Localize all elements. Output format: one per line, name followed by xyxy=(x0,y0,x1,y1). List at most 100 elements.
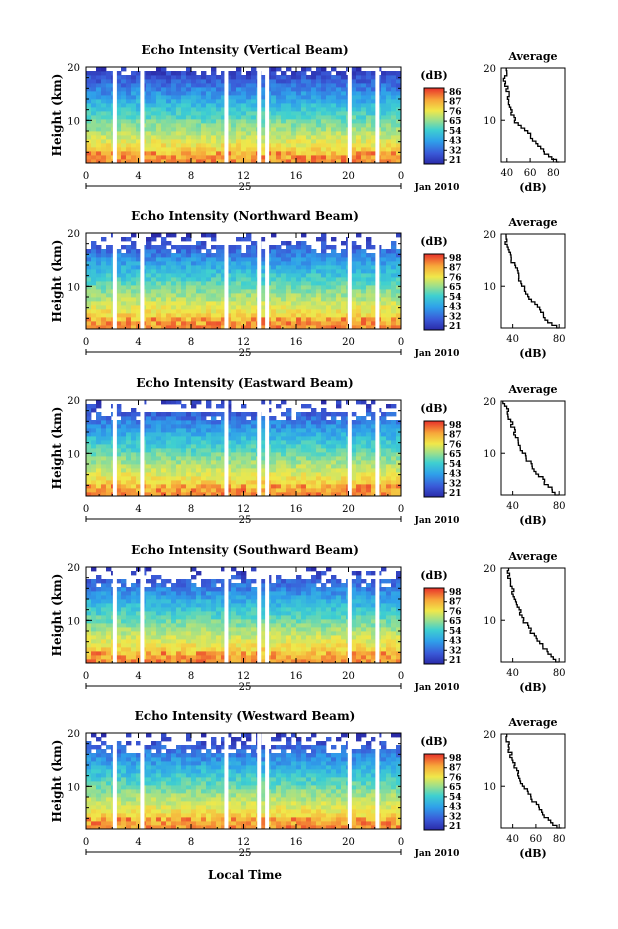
heatmap-cell xyxy=(176,476,182,481)
heatmap-cell xyxy=(131,492,137,497)
heatmap-cell xyxy=(176,484,182,489)
heatmap-cell xyxy=(156,456,162,461)
heatmap-cell xyxy=(341,325,347,330)
heatmap-cell xyxy=(246,99,252,104)
heatmap-cell xyxy=(271,79,277,84)
heatmap-cell xyxy=(351,123,357,128)
heatmap-cell xyxy=(316,277,322,282)
heatmap-cell xyxy=(151,293,157,298)
heatmap-cell xyxy=(371,488,377,493)
heatmap-cell xyxy=(371,456,377,461)
heatmap-cell xyxy=(326,83,332,88)
heatmap-cell xyxy=(276,119,282,124)
heatmap-cell xyxy=(391,492,397,497)
heatmap-cell xyxy=(181,87,187,92)
heatmap-cell xyxy=(366,261,372,266)
heatmap-cell xyxy=(216,476,222,481)
heatmap-cell xyxy=(386,139,392,144)
heatmap-cell xyxy=(161,103,167,108)
heatmap-cell xyxy=(86,317,92,322)
heatmap-cell xyxy=(366,484,372,489)
heatmap-cell xyxy=(216,492,222,497)
heatmap-cell xyxy=(371,492,377,497)
heatmap-cell xyxy=(361,107,367,112)
heatmap-cell xyxy=(146,317,152,322)
heatmap-cell xyxy=(321,321,327,326)
heatmap-cell xyxy=(291,127,297,132)
heatmap-cell xyxy=(221,412,227,417)
heatmap-cell xyxy=(331,237,337,242)
heatmap-cell xyxy=(391,488,397,493)
heatmap-cell xyxy=(136,269,142,274)
heatmap-cell xyxy=(171,95,177,100)
heatmap-cell xyxy=(196,655,202,660)
heatmap-cell xyxy=(226,143,232,148)
heatmap-cell xyxy=(191,317,197,322)
heatmap-cell xyxy=(166,103,172,108)
heatmap-cell xyxy=(101,452,107,457)
heatmap-cell xyxy=(276,480,282,485)
heatmap-cell xyxy=(326,420,332,425)
heatmap-cell xyxy=(121,127,127,132)
heatmap-cell xyxy=(196,155,202,160)
heatmap-cell xyxy=(121,631,127,636)
heatmap-cell xyxy=(91,567,97,572)
heatmap-cell xyxy=(166,436,172,441)
heatmap-cell xyxy=(361,313,367,318)
heatmap-cell xyxy=(156,424,162,429)
heatmap-cell xyxy=(91,488,97,493)
heatmap-cell xyxy=(216,155,222,160)
heatmap-cell xyxy=(121,75,127,80)
heatmap-cell xyxy=(91,123,97,128)
heatmap-cell xyxy=(121,245,127,250)
heatmap-cell xyxy=(286,456,292,461)
heatmap-cell xyxy=(191,460,197,465)
heatmap-cell xyxy=(131,301,137,306)
heatmap-cell xyxy=(196,249,202,254)
heatmap-cell xyxy=(131,119,137,124)
heatmap-cell xyxy=(176,468,182,473)
heatmap-cell xyxy=(101,631,107,636)
heatmap-cell xyxy=(321,151,327,156)
heatmap-cell xyxy=(246,257,252,262)
heatmap-cell xyxy=(91,139,97,144)
heatmap-cell xyxy=(136,619,142,624)
heatmap-cell xyxy=(306,412,312,417)
heatmap-cell xyxy=(156,436,162,441)
heatmap-cell xyxy=(301,115,307,120)
heatmap-cell xyxy=(226,151,232,156)
heatmap-cell xyxy=(146,416,152,421)
heatmap-cell xyxy=(86,464,92,469)
heatmap-cell xyxy=(161,143,167,148)
heatmap-cell xyxy=(196,253,202,258)
heatmap-cell xyxy=(106,603,112,608)
heatmap-cell xyxy=(236,456,242,461)
heatmap-cell xyxy=(326,151,332,156)
heatmap-cell xyxy=(206,265,212,270)
heatmap-cell xyxy=(161,444,167,449)
heatmap-cell xyxy=(326,75,332,80)
heatmap-cell xyxy=(96,273,102,278)
heatmap-cell xyxy=(261,472,267,477)
heatmap-cell xyxy=(361,297,367,302)
heatmap-cell xyxy=(206,468,212,473)
heatmap-cell xyxy=(171,131,177,136)
heatmap-cell xyxy=(281,448,287,453)
heatmap-cell xyxy=(186,635,192,640)
heatmap-cell xyxy=(291,440,297,445)
heatmap-cell xyxy=(96,265,102,270)
heatmap-cell xyxy=(261,99,267,104)
heatmap-cell xyxy=(306,289,312,294)
heatmap-cell xyxy=(221,265,227,270)
heatmap-cell xyxy=(291,123,297,128)
heatmap-cell xyxy=(176,651,182,656)
heatmap-cell xyxy=(136,440,142,445)
heatmap-cell xyxy=(216,131,222,136)
heatmap-cell xyxy=(301,456,307,461)
heatmap-cell xyxy=(306,464,312,469)
heatmap-cell xyxy=(391,159,397,164)
heatmap-cell xyxy=(211,237,217,242)
heatmap-cell xyxy=(131,591,137,596)
heatmap-cell xyxy=(146,111,152,116)
heatmap-cell xyxy=(316,127,322,132)
